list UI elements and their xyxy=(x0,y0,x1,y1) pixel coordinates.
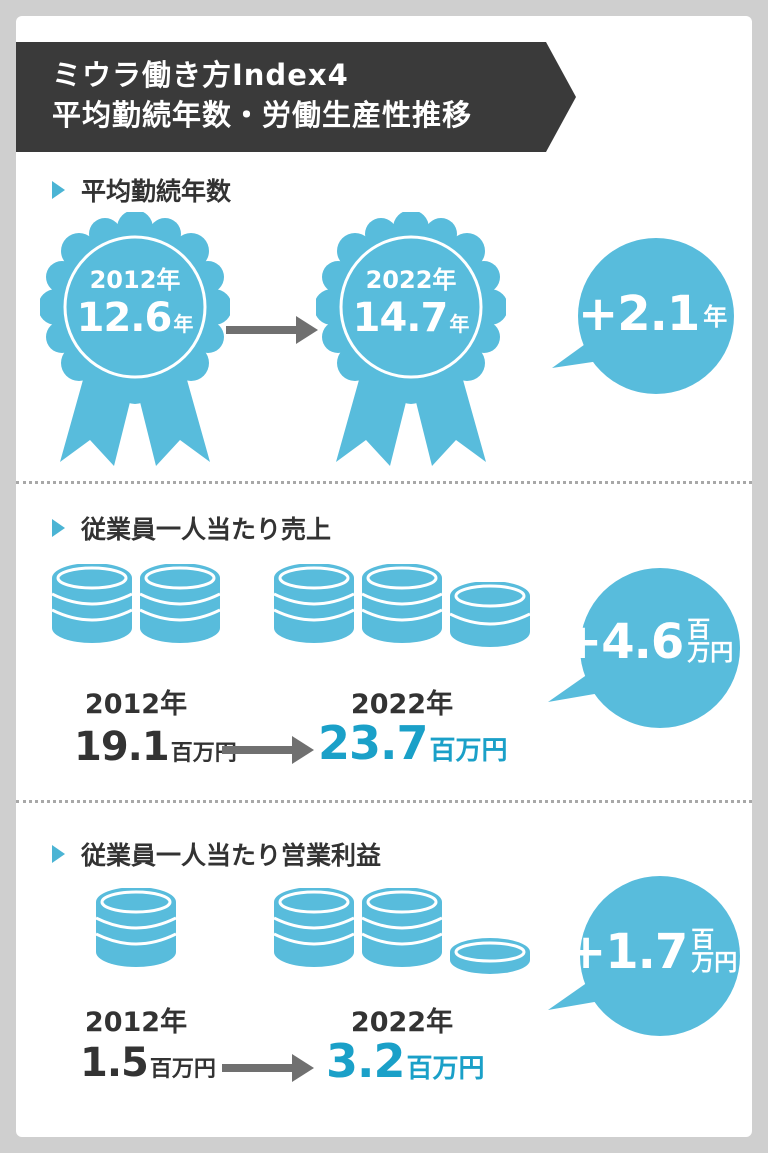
delta-tenure-unit: 年 xyxy=(703,302,728,331)
profit-before-value: 1.5 百万円 xyxy=(80,1040,216,1086)
header-title-line1: ミウラ働き方Index4 xyxy=(52,58,349,92)
medal-after-text: 2022年 14.7 年 xyxy=(336,260,486,341)
delta-profit-unit-bottom: 万円 xyxy=(691,950,738,976)
coin-stack-icon xyxy=(96,888,176,969)
triangle-bullet-icon xyxy=(52,181,65,199)
delta-profit-value: +1.7 xyxy=(566,924,688,980)
speech-bubble-icon xyxy=(548,568,740,728)
coin-stack-icon xyxy=(362,564,442,645)
coin-stack-icon xyxy=(274,888,354,969)
triangle-bullet-icon xyxy=(52,845,65,863)
section-title-sales: 従業員一人当たり売上 xyxy=(52,510,331,546)
coin-stack-icon xyxy=(140,564,220,645)
medal-before-year: 2012年 xyxy=(89,266,181,294)
coin-stack-icon xyxy=(274,564,354,645)
arrow-right-icon xyxy=(222,736,314,764)
speech-bubble-icon xyxy=(552,238,734,394)
profit-after-value: 3.2 百万円 xyxy=(326,1034,485,1088)
delta-sales-unit-top: 百 xyxy=(687,617,711,643)
coin-stack-icon xyxy=(450,938,530,976)
delta-profit-unit-top: 百 xyxy=(691,927,715,953)
section-divider xyxy=(16,481,752,484)
speech-bubble-icon xyxy=(548,876,740,1036)
delta-sales: +4.6 百 万円 xyxy=(562,614,733,670)
coin-stack-icon xyxy=(52,564,132,645)
sales-after-year: 2022年 xyxy=(350,689,454,720)
arrow-right-icon xyxy=(222,1054,314,1082)
ribbon-medal-icon xyxy=(316,212,506,466)
header-banner xyxy=(16,42,576,152)
medal-after-year: 2022年 xyxy=(365,266,457,294)
delta-tenure: +2.1 年 xyxy=(578,286,727,342)
profit-before-year: 2012年 xyxy=(84,1007,188,1038)
triangle-bullet-icon xyxy=(52,519,65,537)
section-divider xyxy=(16,800,752,803)
sales-before-value: 19.1 百万円 xyxy=(74,724,237,770)
medal-after-value: 14.7 xyxy=(352,295,449,341)
header-title-line2: 平均勤続年数・労働生産性推移 xyxy=(52,98,473,132)
coin-stack-icon xyxy=(362,888,442,969)
profit-after-year: 2022年 xyxy=(350,1007,454,1038)
sales-before-year: 2012年 xyxy=(84,689,188,720)
medal-before-value: 12.6 xyxy=(76,295,173,341)
medal-before-text: 2012年 12.6 年 xyxy=(60,260,210,341)
ribbon-medal-icon xyxy=(40,212,230,466)
delta-sales-value: +4.6 xyxy=(562,614,684,670)
delta-tenure-value: +2.1 xyxy=(578,286,700,342)
medal-after-unit: 年 xyxy=(449,312,470,336)
medal-before-unit: 年 xyxy=(173,312,194,336)
section-title-profit: 従業員一人当たり営業利益 xyxy=(52,836,381,872)
sales-after-value: 23.7 百万円 xyxy=(318,716,508,770)
coin-stack-icon xyxy=(450,582,530,649)
infographic-card: ミウラ働き方Index4 平均勤続年数・労働生産性推移 平均勤続年数 2012年… xyxy=(16,16,752,1137)
delta-sales-unit-bottom: 万円 xyxy=(687,640,734,666)
delta-profit: +1.7 百 万円 xyxy=(566,924,737,980)
section-title-tenure: 平均勤続年数 xyxy=(52,172,231,208)
arrow-right-icon xyxy=(226,316,318,344)
